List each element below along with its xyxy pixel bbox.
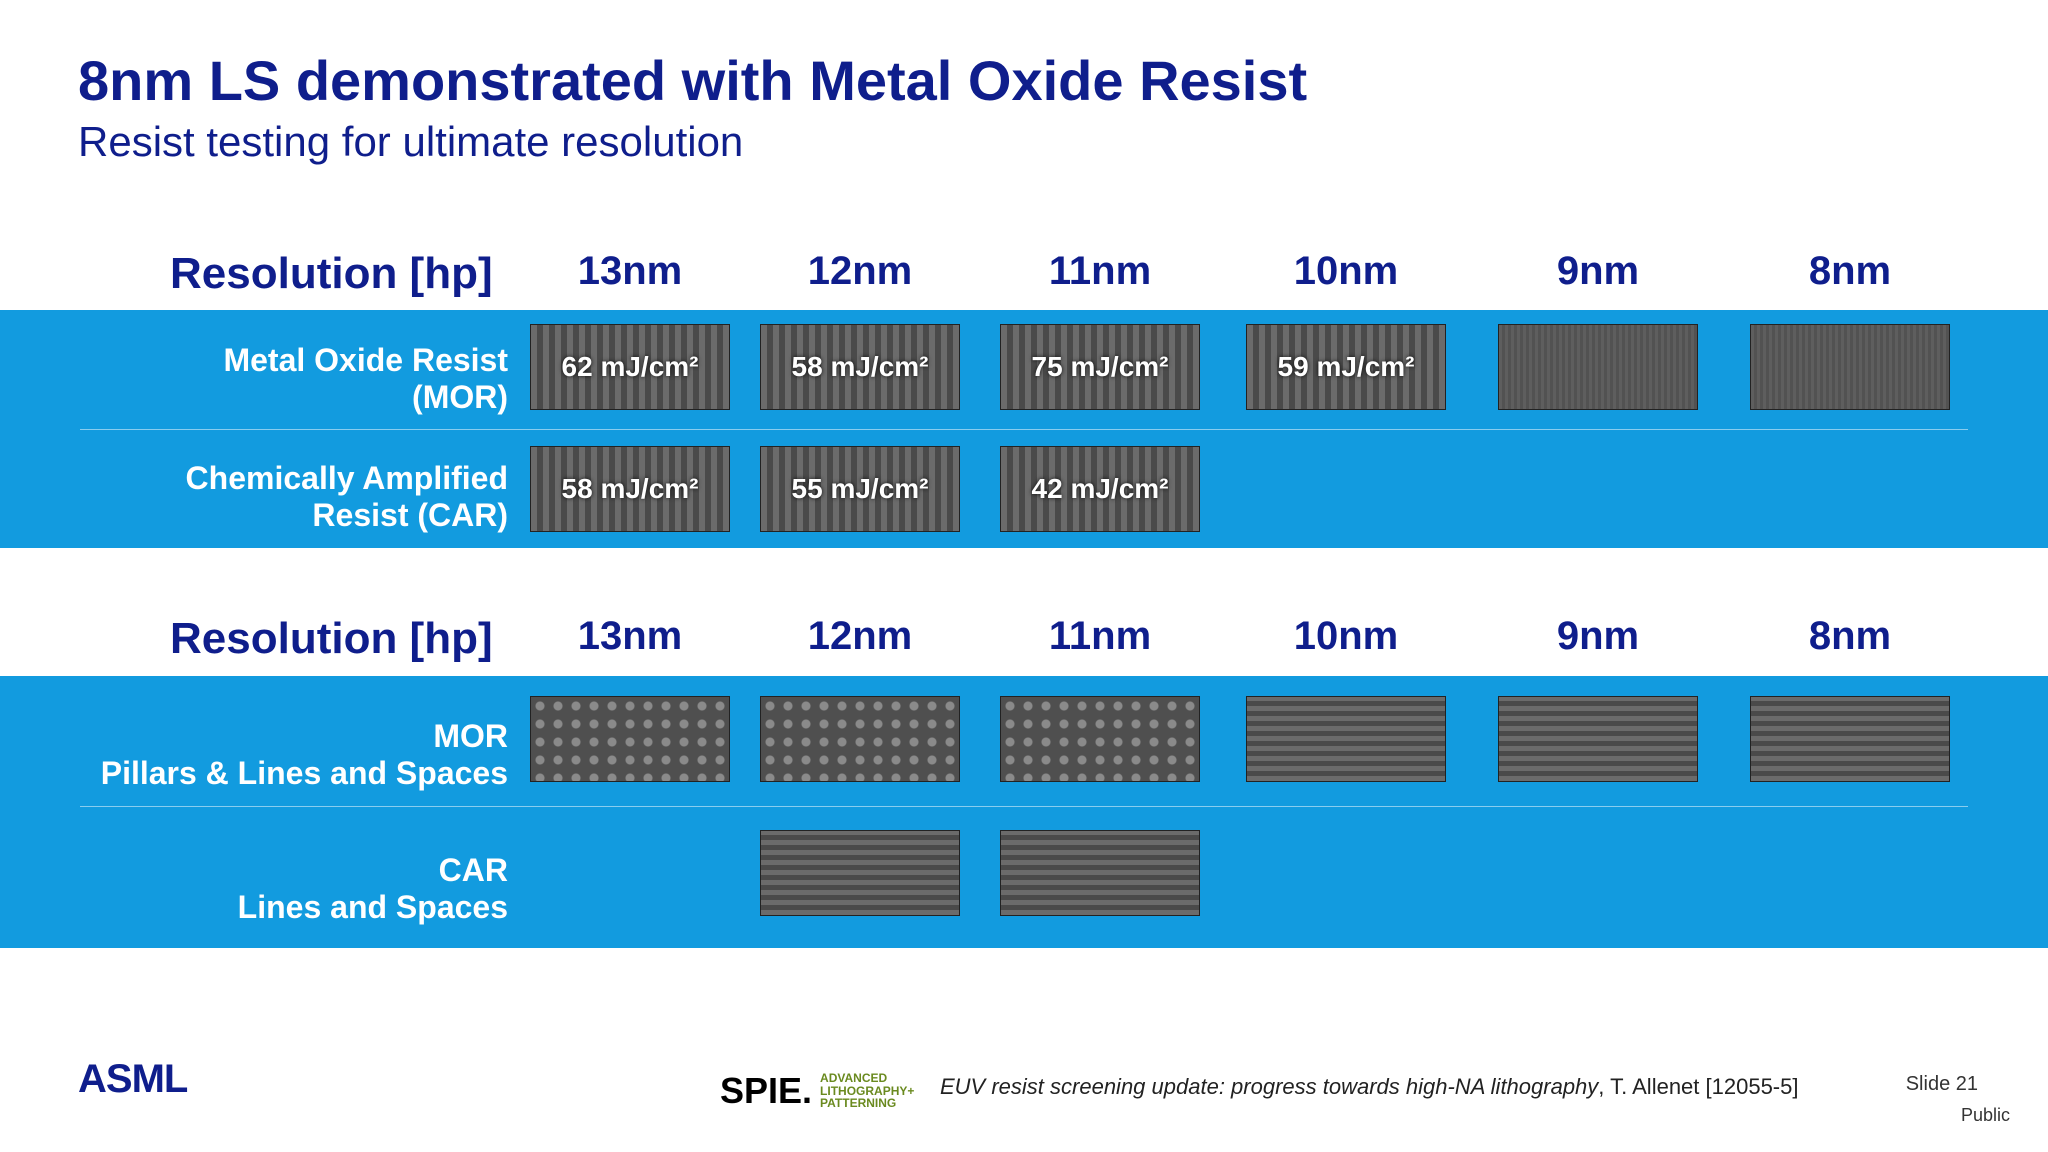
sem-swatch: [1246, 696, 1446, 782]
column-header: 10nm: [1246, 249, 1446, 294]
column-header: 13nm: [530, 249, 730, 294]
sem-swatch: [1000, 830, 1200, 916]
column-header: 11nm: [1000, 614, 1200, 659]
sem-swatch: [1498, 696, 1698, 782]
column-header: 8nm: [1750, 249, 1950, 294]
row-divider: [80, 429, 1968, 430]
swatch-value: 58 mJ/cm²: [562, 473, 699, 505]
sem-swatch: [1000, 696, 1200, 782]
public-label: Public: [1961, 1105, 2010, 1126]
sem-swatch: [1498, 324, 1698, 410]
sem-swatch: 42 mJ/cm²: [1000, 446, 1200, 532]
spie-logo-text: SPIE.: [720, 1070, 812, 1112]
column-header: 9nm: [1498, 614, 1698, 659]
column-header: 8nm: [1750, 614, 1950, 659]
asml-logo: ASML: [78, 1057, 187, 1102]
swatch-value: 58 mJ/cm²: [792, 351, 929, 383]
sem-swatch: 55 mJ/cm²: [760, 446, 960, 532]
column-header: 13nm: [530, 614, 730, 659]
citation: EUV resist screening update: progress to…: [940, 1074, 1798, 1100]
sem-swatch: [1750, 324, 1950, 410]
swatch-value: 62 mJ/cm²: [562, 351, 699, 383]
citation-title: EUV resist screening update: progress to…: [940, 1074, 1598, 1099]
sem-swatch: 59 mJ/cm²: [1246, 324, 1446, 410]
slide-number: Slide 21: [1906, 1073, 1978, 1096]
column-header: 12nm: [760, 614, 960, 659]
slide-subtitle: Resist testing for ultimate resolution: [78, 118, 743, 166]
slide-title: 8nm LS demonstrated with Metal Oxide Res…: [78, 48, 1307, 113]
section-header: Resolution [hp] 13nm 12nm 11nm 10nm 9nm 8nm: [0, 245, 2048, 303]
row-label: CARLines and Spaces: [78, 852, 508, 926]
column-header: 10nm: [1246, 614, 1446, 659]
row-label: Chemically AmplifiedResist (CAR): [78, 460, 508, 534]
column-header: 11nm: [1000, 249, 1200, 294]
citation-ref: , T. Allenet [12055-5]: [1598, 1074, 1798, 1099]
swatch-value: 59 mJ/cm²: [1278, 351, 1415, 383]
resolution-label: Resolution [hp]: [170, 614, 493, 664]
footer: ASML SPIE. ADVANCEDLITHOGRAPHY+PATTERNIN…: [0, 1052, 2048, 1132]
swatch-value: 42 mJ/cm²: [1032, 473, 1169, 505]
sem-swatch: [760, 830, 960, 916]
sem-swatch: 62 mJ/cm²: [530, 324, 730, 410]
swatch-value: 75 mJ/cm²: [1032, 351, 1169, 383]
sem-swatch: [530, 696, 730, 782]
spie-logo-tag: ADVANCEDLITHOGRAPHY+PATTERNING: [820, 1072, 914, 1110]
swatch-value: 55 mJ/cm²: [792, 473, 929, 505]
spie-logo: SPIE. ADVANCEDLITHOGRAPHY+PATTERNING: [720, 1070, 914, 1112]
row-label: Metal Oxide Resist(MOR): [78, 342, 508, 416]
column-header: 9nm: [1498, 249, 1698, 294]
column-header: 12nm: [760, 249, 960, 294]
row-divider: [80, 806, 1968, 807]
resolution-label: Resolution [hp]: [170, 249, 493, 299]
section-header: Resolution [hp] 13nm 12nm 11nm 10nm 9nm 8nm: [0, 610, 2048, 668]
row-label: MORPillars & Lines and Spaces: [78, 718, 508, 792]
sem-swatch: 58 mJ/cm²: [760, 324, 960, 410]
sem-swatch: [1750, 696, 1950, 782]
sem-swatch: 75 mJ/cm²: [1000, 324, 1200, 410]
sem-swatch: [760, 696, 960, 782]
sem-swatch: 58 mJ/cm²: [530, 446, 730, 532]
